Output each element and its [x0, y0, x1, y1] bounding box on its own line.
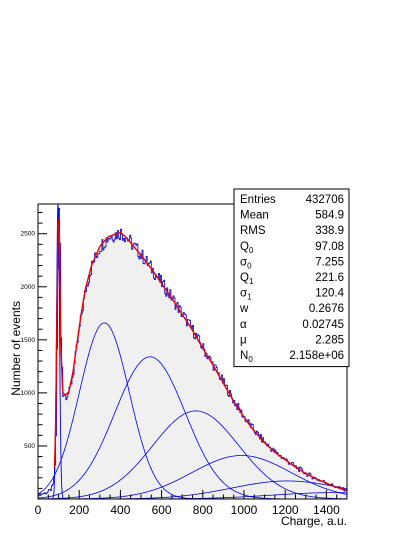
stats-box [233, 188, 350, 368]
stats-label: Mean [240, 210, 269, 222]
x-axis-label: Charge, a.u. [281, 514, 347, 528]
x-tick-label: 1200 [272, 503, 299, 517]
stats-label: μ [240, 334, 247, 346]
x-tick-label: 400 [110, 503, 130, 517]
stats-value: 97.08 [315, 241, 344, 253]
y-tick-label: 500 [24, 443, 35, 450]
stats-value: 221.6 [315, 272, 344, 284]
stats-value: 0.02745 [302, 319, 344, 331]
stats-value: 0.2676 [309, 303, 344, 315]
stats-value: 7.255 [315, 256, 344, 268]
x-tick-label: 0 [35, 503, 42, 517]
y-tick-label: 1500 [21, 337, 36, 344]
x-tick-label: 600 [152, 503, 172, 517]
stats-value: 120.4 [315, 288, 344, 300]
stats-value: 432706 [306, 194, 344, 206]
histogram-fill [38, 212, 347, 499]
y-tick-label: 2000 [21, 284, 36, 291]
fit-curve [53, 218, 347, 492]
stats-label: Entries [240, 194, 276, 206]
stats-value: 338.9 [315, 225, 344, 237]
x-tick-label: 200 [69, 503, 89, 517]
histogram-line [38, 208, 347, 497]
y-tick-label: 2500 [21, 231, 36, 238]
stats-value: 584.9 [315, 210, 344, 222]
x-tick-label: 800 [193, 503, 213, 517]
stats-label: α [240, 319, 247, 331]
stats-label: w [239, 303, 249, 315]
x-tick-label: 1400 [313, 503, 340, 517]
y-tick-label: 1000 [21, 390, 36, 397]
y-axis-label: Number of events [9, 301, 23, 396]
stats-value: 2.158e+06 [289, 350, 344, 362]
stats-value: 2.285 [315, 334, 344, 346]
x-tick-label: 1000 [231, 503, 258, 517]
stats-label: RMS [240, 225, 266, 237]
